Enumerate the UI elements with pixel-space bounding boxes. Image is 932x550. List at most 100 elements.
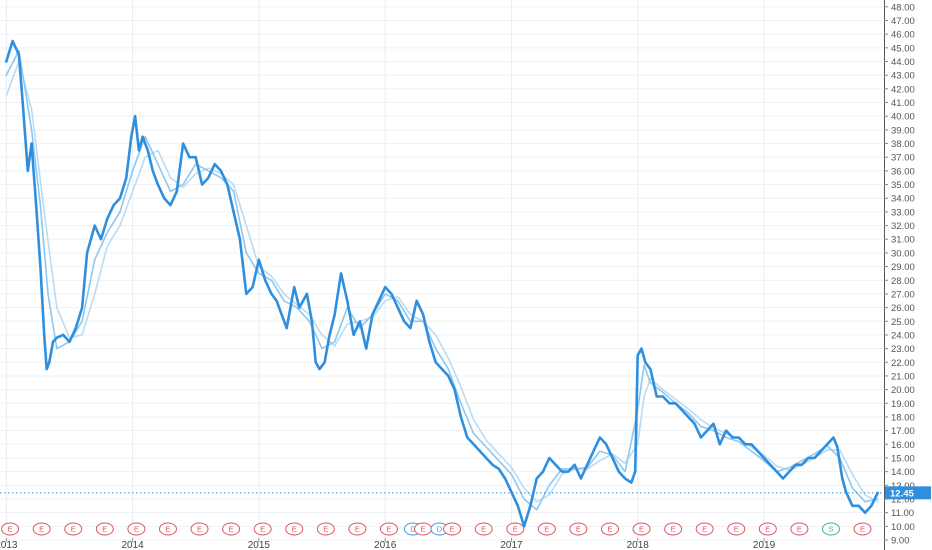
price-point (141, 135, 144, 138)
last-price-tag (885, 486, 931, 500)
price-point (415, 299, 418, 302)
price-point (207, 176, 210, 179)
price-point (460, 416, 462, 418)
price-point (763, 457, 765, 459)
x-tick-label: 2014 (121, 540, 144, 550)
price-point (472, 443, 475, 446)
y-tick-label: 47.00 (891, 16, 915, 27)
x-tick-label: 2016 (374, 540, 397, 550)
earnings-marker (790, 522, 809, 536)
price-point (74, 327, 77, 330)
price-point (491, 463, 494, 466)
y-tick-label: 45.00 (891, 43, 915, 54)
last-price-label: 12.45 (890, 488, 914, 499)
price-point (466, 436, 469, 439)
x-tick-label: 2017 (500, 540, 523, 550)
price-point (870, 504, 873, 507)
price-point (134, 115, 137, 118)
earnings-marker-label: E (134, 525, 139, 534)
earnings-marker (95, 522, 114, 536)
price-point (554, 463, 557, 466)
price-point (857, 504, 860, 507)
price-point (681, 409, 683, 412)
earnings-marker (853, 522, 872, 536)
y-tick-label: 32.00 (891, 221, 915, 232)
y-tick-label: 24.00 (891, 330, 915, 341)
price-point (756, 450, 759, 453)
earnings-marker (253, 522, 272, 536)
series-line-price (5, 39, 879, 528)
price-point (298, 306, 301, 309)
price-point (55, 336, 58, 339)
price-point (257, 258, 260, 261)
price-point (21, 101, 24, 104)
earnings-marker (758, 522, 777, 536)
price-point (434, 361, 437, 364)
y-tick-label: 48.00 (891, 2, 915, 13)
price-point (662, 395, 664, 398)
price-point (365, 347, 368, 350)
price-point (731, 436, 734, 439)
earnings-marker (537, 522, 556, 536)
x-tick-label: 2019 (753, 540, 776, 550)
y-tick-label: 30.00 (891, 248, 915, 259)
earnings-marker (695, 522, 714, 536)
price-point (314, 361, 317, 364)
price-point (845, 491, 848, 494)
price-point (45, 368, 48, 371)
price-point (841, 477, 844, 480)
price-point (201, 183, 203, 186)
price-point (138, 149, 140, 152)
y-tick-label: 41.00 (891, 98, 915, 109)
y-tick-label: 33.00 (891, 207, 915, 218)
price-point (390, 293, 393, 295)
earnings-marker (632, 522, 651, 536)
earnings-marker (664, 522, 683, 536)
price-point (617, 470, 620, 473)
price-point (270, 293, 273, 295)
y-tick-label: 38.00 (891, 139, 915, 150)
price-point (48, 361, 51, 364)
earnings-marker (32, 522, 51, 536)
price-point (441, 368, 443, 371)
price-point (169, 204, 172, 206)
y-tick-label: 22.00 (891, 358, 915, 369)
earnings-marker (127, 522, 146, 536)
earnings-marker-label: E (702, 525, 707, 534)
earnings-marker (316, 522, 335, 536)
price-point (801, 463, 803, 466)
price-point (213, 163, 216, 165)
price-point (819, 450, 822, 453)
price-point (86, 252, 89, 254)
earnings-marker-label: E (386, 525, 391, 534)
earnings-marker-label: E (229, 525, 234, 534)
price-point (561, 470, 563, 473)
earnings-marker (727, 522, 746, 536)
price-point (864, 511, 866, 514)
price-point (371, 313, 374, 316)
earnings-marker (64, 522, 83, 536)
price-point (718, 443, 721, 446)
y-tick-label: 37.00 (891, 153, 915, 164)
earnings-marker (158, 522, 177, 536)
price-point (485, 457, 488, 459)
earnings-marker (443, 522, 462, 536)
price-point (769, 463, 772, 466)
earnings-marker-label: E (671, 525, 676, 534)
price-point (333, 313, 336, 316)
price-point (428, 340, 431, 343)
earnings-marker (379, 522, 398, 536)
price-point (264, 279, 267, 282)
y-tick-label: 34.00 (891, 194, 915, 205)
price-point (305, 293, 308, 295)
price-point (851, 504, 854, 507)
earnings-marker-label: E (292, 525, 297, 534)
price-point (644, 361, 647, 364)
price-point (359, 320, 361, 323)
price-point (832, 436, 835, 439)
price-point (43, 334, 46, 336)
price-point (655, 395, 658, 398)
price-point (750, 443, 753, 446)
